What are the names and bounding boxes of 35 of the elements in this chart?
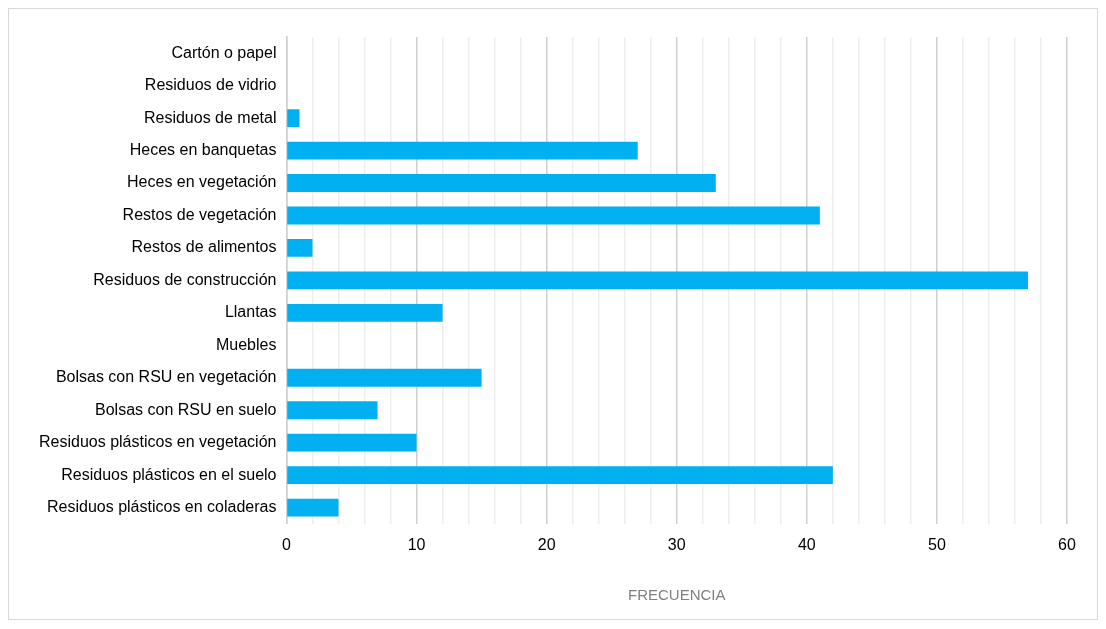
- bar: [287, 466, 833, 485]
- y-tick-label: Residuos de construcción: [93, 270, 277, 288]
- bar: [287, 141, 638, 160]
- y-tick-label: Residuos de metal: [143, 108, 277, 126]
- bar: [287, 368, 482, 387]
- bar: [287, 206, 820, 225]
- y-tick-label: Residuos plásticos en el suelo: [61, 465, 277, 483]
- y-tick-label: Restos de vegetación: [122, 205, 277, 223]
- bar: [287, 271, 1028, 290]
- x-axis-title: FRECUENCIA: [627, 586, 726, 604]
- y-tick-label: Residuos plásticos en vegetación: [38, 433, 277, 451]
- x-tick-label: 40: [797, 535, 816, 553]
- y-tick-label: Heces en banquetas: [129, 140, 277, 158]
- y-tick-label: Residuos de vidrio: [144, 76, 277, 94]
- bar: [287, 174, 716, 192]
- y-tick-label: Bolsas con RSU en vegetación: [55, 368, 277, 386]
- x-tick-label: 30: [667, 535, 686, 553]
- bar: [287, 303, 443, 322]
- bar: [287, 109, 300, 128]
- bar: [287, 498, 339, 517]
- x-tick-label: 10: [407, 535, 426, 553]
- bar: [287, 401, 378, 420]
- y-tick-label: Muebles: [215, 335, 277, 353]
- bar: [287, 239, 313, 257]
- y-tick-label: Residuos plásticos en coladeras: [47, 497, 277, 515]
- y-tick-label: Restos de alimentos: [131, 238, 277, 256]
- y-tick-label: Bolsas con RSU en suelo: [95, 400, 277, 418]
- x-tick-label: 60: [1058, 535, 1076, 553]
- bar: [287, 433, 417, 452]
- x-tick-label: 20: [537, 535, 556, 553]
- x-tick-label: 0: [282, 535, 292, 553]
- x-tick-label: 50: [928, 535, 946, 553]
- y-tick-label: Llantas: [224, 303, 277, 321]
- y-tick-label: Cartón o papel: [171, 43, 277, 61]
- y-tick-label: Heces en vegetación: [127, 173, 277, 191]
